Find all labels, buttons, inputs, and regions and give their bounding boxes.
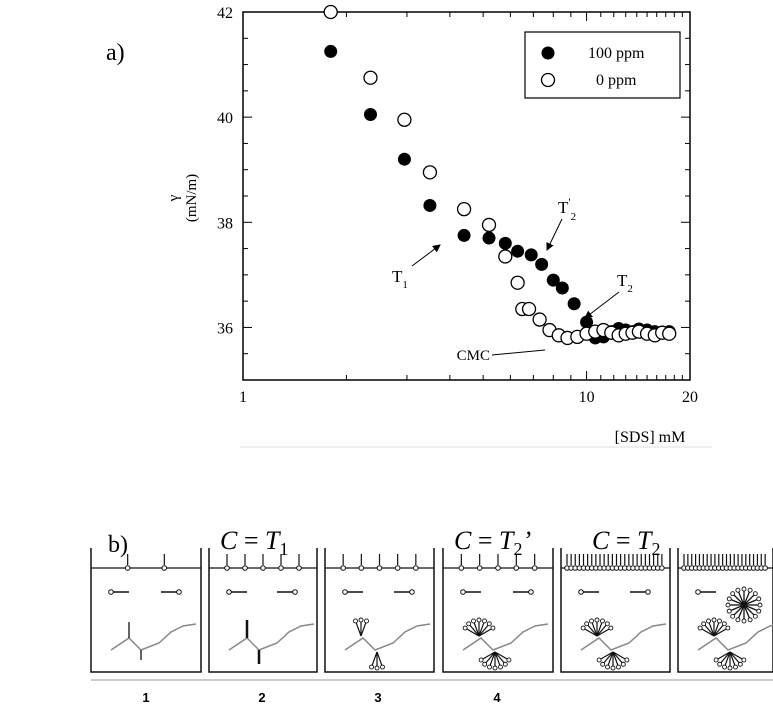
point-0ppm bbox=[481, 217, 497, 233]
x-tick-label: 20 bbox=[682, 389, 698, 406]
point-0ppm bbox=[532, 312, 547, 327]
point-0ppm bbox=[397, 112, 412, 127]
x-tick-label: 10 bbox=[579, 389, 595, 406]
x-axis-label: [SDS] mM bbox=[615, 429, 686, 446]
point-100ppm bbox=[511, 244, 525, 258]
box-label: 2 bbox=[258, 690, 265, 705]
schematic-box bbox=[677, 548, 773, 673]
annotation-arrow bbox=[584, 291, 620, 319]
schematic-box bbox=[324, 548, 435, 673]
point-100ppm bbox=[324, 44, 338, 58]
x-tick-label: 1 bbox=[239, 389, 247, 406]
point-100ppm bbox=[397, 152, 411, 166]
axis-ticks bbox=[242, 11, 691, 381]
point-100ppm bbox=[546, 273, 560, 287]
point-100ppm bbox=[457, 228, 471, 242]
legend-label-0ppm: 0 ppm bbox=[596, 72, 637, 89]
point-100ppm bbox=[524, 248, 538, 262]
panel-b-label: b) bbox=[108, 532, 128, 558]
schematic-box bbox=[90, 548, 202, 673]
legend-marker-100ppm bbox=[541, 46, 555, 60]
point-0ppm bbox=[323, 4, 338, 20]
point-100ppm bbox=[482, 231, 496, 245]
point-100ppm bbox=[363, 108, 377, 122]
point-0ppm bbox=[521, 301, 537, 317]
legend-label-100ppm: 100 ppm bbox=[588, 45, 645, 62]
schematic-box bbox=[560, 548, 671, 673]
point-100ppm bbox=[535, 257, 549, 271]
chart-annotations: T1 T'2 T2 CMC bbox=[392, 195, 633, 364]
legend-marker-0ppm bbox=[540, 72, 556, 88]
annotation-label: CMC bbox=[457, 348, 490, 364]
annotation-label: T1 bbox=[392, 267, 408, 291]
point-0ppm bbox=[662, 326, 677, 341]
point-100ppm bbox=[423, 198, 437, 212]
y-tick-label: 38 bbox=[217, 215, 233, 232]
series-0ppm bbox=[323, 4, 677, 346]
annotation-arrow bbox=[546, 218, 563, 251]
box-label: 1 bbox=[142, 690, 149, 705]
annotation-label: T'2 bbox=[558, 195, 576, 223]
point-100ppm bbox=[580, 315, 594, 329]
legend: 100 ppm 0 ppm bbox=[524, 31, 681, 99]
annotation-label: T2 bbox=[617, 271, 633, 295]
point-100ppm bbox=[555, 281, 569, 295]
annotation-arrow bbox=[411, 244, 441, 267]
box-labels: 1 2 3 4 bbox=[142, 690, 501, 705]
y-tick-label: 42 bbox=[217, 5, 233, 22]
point-0ppm bbox=[510, 275, 525, 290]
annotation-arrow bbox=[491, 349, 546, 356]
y-tick-label: 40 bbox=[217, 110, 233, 127]
condition-t2: C = T2 bbox=[592, 526, 661, 560]
micelle-schematic bbox=[90, 548, 773, 681]
point-0ppm bbox=[422, 165, 438, 180]
point-0ppm bbox=[498, 249, 513, 264]
box-label: 3 bbox=[374, 690, 381, 705]
point-100ppm bbox=[498, 236, 512, 250]
schematic-box bbox=[442, 548, 554, 673]
y-axis-label-units: (mN/m) bbox=[184, 174, 200, 222]
point-0ppm bbox=[456, 201, 472, 217]
condition-t1: C = T1 bbox=[220, 526, 289, 560]
condition-t2-prime: C = T2’ bbox=[454, 526, 532, 560]
panel-a-label: a) bbox=[106, 40, 125, 66]
point-100ppm bbox=[567, 297, 581, 311]
legend-box bbox=[524, 31, 681, 99]
y-tick-label: 36 bbox=[217, 320, 233, 337]
schematic-box bbox=[208, 548, 318, 673]
box-label: 4 bbox=[493, 690, 501, 705]
point-0ppm bbox=[363, 70, 378, 85]
axis-tick-labels: 1 10 20 36 38 40 42 bbox=[217, 5, 698, 406]
y-axis-label-symbol: γ bbox=[166, 194, 182, 202]
